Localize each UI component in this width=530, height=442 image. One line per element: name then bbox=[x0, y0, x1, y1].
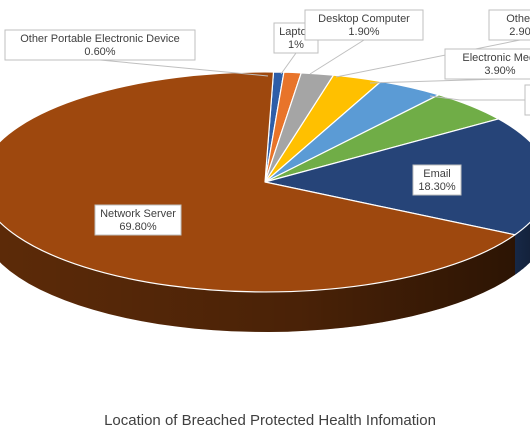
leader-line-0 bbox=[99, 59, 269, 77]
leader-line-2 bbox=[309, 39, 365, 75]
data-label-value-6: 18.30% bbox=[418, 181, 456, 193]
data-label-box-0 bbox=[4, 29, 196, 61]
data-label-value-3: 2.90 bbox=[509, 26, 530, 38]
data-label-box-7 bbox=[94, 204, 182, 236]
data-label-value-0: 0.60% bbox=[84, 46, 115, 58]
leader-line-5 bbox=[429, 95, 525, 101]
data-label-name-7: Network Server bbox=[100, 208, 176, 220]
leader-lines bbox=[99, 39, 525, 101]
data-label-box-6 bbox=[412, 164, 462, 196]
chart-title: Location of Breached Protected Health In… bbox=[104, 412, 436, 429]
pie-side-shade-6 bbox=[515, 222, 530, 275]
data-label-value-2: 1.90% bbox=[348, 26, 379, 38]
data-label-name-1: Laptop bbox=[279, 26, 313, 38]
leader-line-1 bbox=[280, 52, 297, 75]
pie-side-walls bbox=[0, 222, 530, 332]
pie-top-faces bbox=[0, 71, 530, 293]
data-label-name-0: Other Portable Electronic Device bbox=[20, 33, 180, 45]
data-label-box-3 bbox=[488, 9, 530, 41]
data-label-value-4: 3.90% bbox=[484, 65, 515, 77]
data-label-box-5 bbox=[524, 84, 530, 116]
data-label-name-2: Desktop Computer bbox=[318, 13, 410, 25]
leader-line-4 bbox=[369, 78, 501, 84]
data-label-value-1: 1% bbox=[288, 39, 304, 51]
data-label-name-6: Email bbox=[423, 168, 451, 180]
data-label-box-4 bbox=[444, 48, 530, 80]
data-label-box-2 bbox=[304, 9, 424, 41]
data-label-value-7: 69.80% bbox=[119, 221, 157, 233]
pie-slice-7 bbox=[0, 71, 516, 293]
data-label-name-3: Other bbox=[506, 13, 530, 25]
pie-side-shade-7 bbox=[0, 222, 515, 332]
leader-line-3 bbox=[335, 39, 521, 78]
data-label-name-4: Electronic Medi bbox=[462, 52, 530, 64]
